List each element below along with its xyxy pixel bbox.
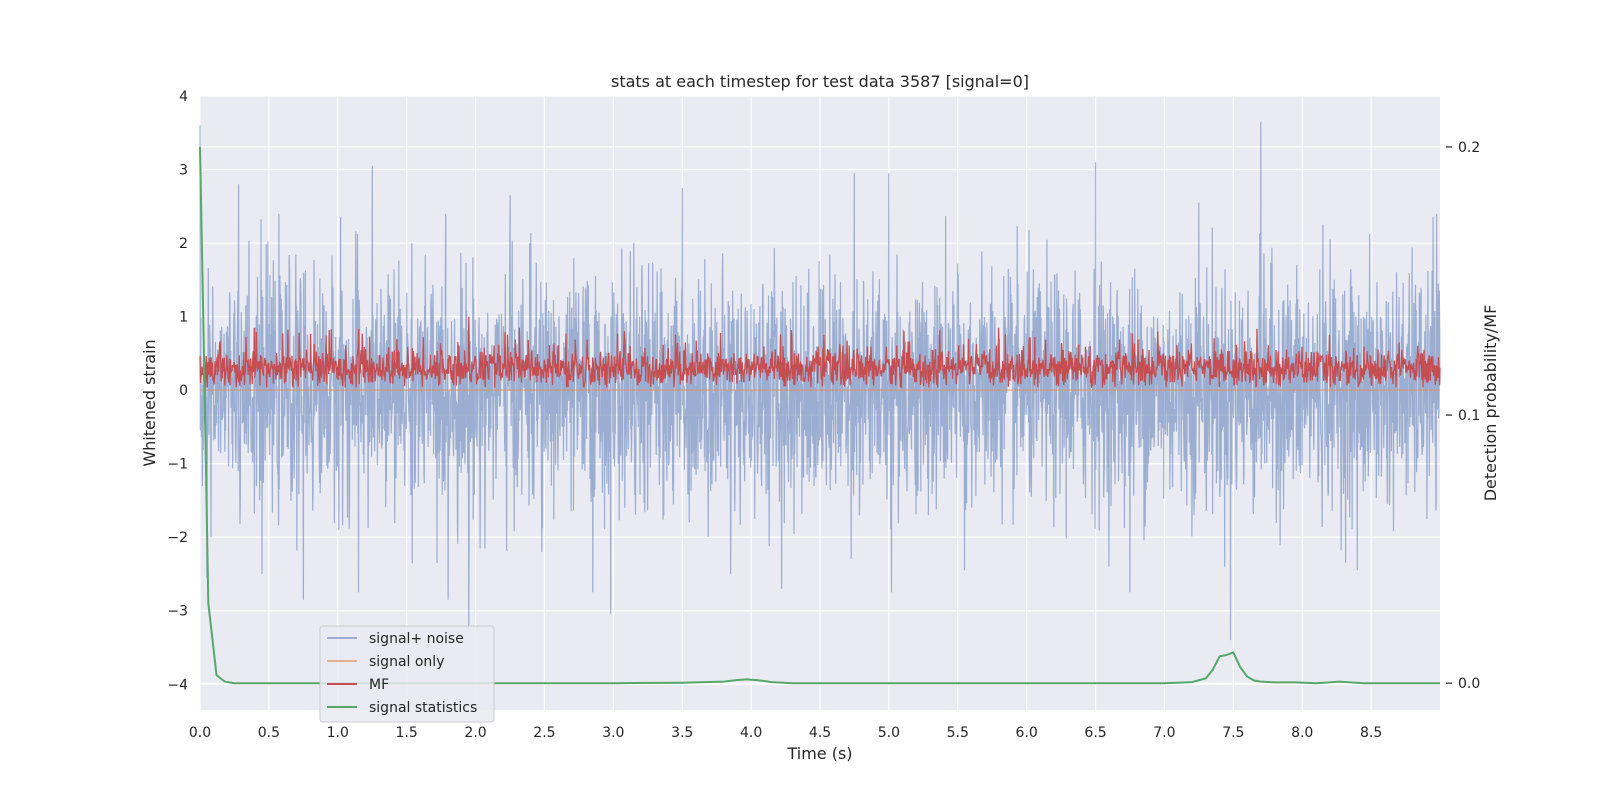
x-tick-label: 3.0	[602, 725, 624, 741]
x-tick-label: 8.5	[1360, 725, 1382, 741]
y-tick-label: 1	[179, 310, 188, 326]
y2-tick-label: 0.1	[1458, 408, 1480, 424]
x-tick-label: 2.5	[533, 725, 555, 741]
x-tick-label: 4.5	[809, 725, 831, 741]
y-axis-label: Whitened strain	[140, 339, 159, 466]
y-tick-label: 0	[179, 383, 188, 399]
legend-label-signal-statistics: signal statistics	[369, 700, 477, 716]
x-tick-label: 2.0	[464, 725, 486, 741]
y-tick-label: −4	[167, 677, 188, 693]
series-signal-statistics-line	[199, 146, 1440, 685]
y2-axis-label: Detection probability/MF	[1481, 305, 1500, 502]
x-tick-label: 6.5	[1084, 725, 1106, 741]
x-tick-label: 6.0	[1016, 725, 1038, 741]
y2-tick-label: 0.2	[1458, 140, 1480, 156]
x-tick-label: 5.5	[947, 725, 969, 741]
y-tick-label: 3	[179, 163, 188, 179]
x-axis-label: Time (s)	[786, 744, 852, 763]
x-tick-label: 3.5	[671, 725, 693, 741]
y2-tick-label: 0.0	[1458, 676, 1480, 692]
axes-layer: 0.0 0.5 1.0 1.5 2.0 2.5 3.0 3.5 4.0 4.5 5.0 5.5 6.0 6…	[167, 89, 1480, 741]
chart-title: stats at each timestep for test data 358…	[611, 72, 1029, 91]
x-tick-label: 8.0	[1291, 725, 1313, 741]
x-tick-label: 7.5	[1222, 725, 1244, 741]
x-tick-label: 7.0	[1153, 725, 1175, 741]
y-tick-label: −2	[167, 530, 188, 546]
y-tick-label: −3	[167, 604, 188, 620]
x-tick-label: 5.0	[878, 725, 900, 741]
x-tick-label: 1.5	[396, 725, 418, 741]
legend: signal+ noise signal only MF signal stat…	[319, 625, 495, 723]
x-tick-label: 1.0	[327, 725, 349, 741]
series-layer	[199, 121, 1441, 685]
y-tick-label: −1	[167, 457, 188, 473]
x-tick-label: 0.5	[258, 725, 280, 741]
legend-box	[319, 625, 495, 723]
series-mf-line	[199, 316, 1441, 388]
legend-label-mf: MF	[369, 677, 389, 693]
y-tick-label: 2	[179, 236, 188, 252]
x-tick-label: 4.0	[740, 725, 762, 741]
series-signal-noise-line	[199, 121, 1441, 641]
legend-label-signal-noise: signal+ noise	[369, 631, 464, 647]
y-tick-label: 4	[179, 89, 188, 105]
x-tick-label: 0.0	[189, 725, 211, 741]
legend-label-signal-only: signal only	[369, 654, 444, 670]
